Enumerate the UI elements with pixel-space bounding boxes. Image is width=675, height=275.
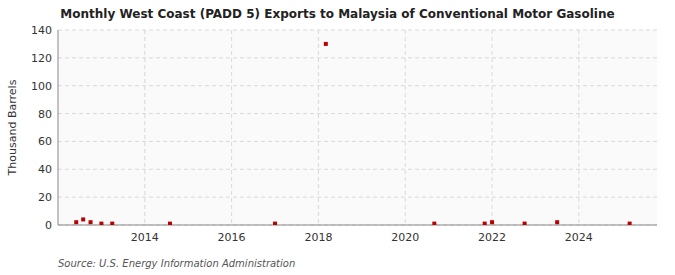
data-point	[74, 220, 78, 224]
x-tick-label: 2018	[304, 231, 332, 244]
y-grid-line	[58, 169, 657, 170]
y-grid-line	[58, 57, 657, 58]
data-point	[110, 222, 114, 225]
y-grid-line	[58, 30, 657, 31]
title: Monthly West Coast (PADD 5) Exports to M…	[60, 7, 614, 21]
x-grid-line	[231, 30, 232, 225]
y-axis-label: Thousand Barrels	[6, 79, 19, 176]
data-point	[168, 222, 172, 225]
x-tick-label: 2014	[131, 231, 159, 244]
y-tick-label: 40	[38, 163, 52, 176]
x-axis-line	[58, 225, 657, 226]
data-point	[81, 217, 85, 221]
points	[74, 42, 631, 225]
x-grid-line	[144, 30, 145, 225]
chart: 0 20 40 60 80 100 120 140 2014 2016 2018 2020 2022 20…	[0, 0, 675, 275]
data-point	[432, 222, 436, 225]
x-tick-label: 2022	[478, 231, 506, 244]
y-tick-label: 120	[31, 52, 52, 65]
x-tick-label: 2020	[391, 231, 419, 244]
data-point	[99, 222, 103, 225]
data-point	[490, 220, 494, 224]
data-point	[483, 222, 487, 225]
data-point	[628, 222, 632, 225]
data-point	[555, 220, 559, 224]
y-tick-label: 60	[38, 135, 52, 148]
x-grid-line	[405, 30, 406, 225]
y-tick-label: 0	[45, 219, 52, 232]
y-grid-line	[58, 197, 657, 198]
source-note: Source: U.S. Energy Information Administ…	[58, 258, 295, 269]
y-tick-label: 80	[38, 108, 52, 121]
x-grid-line	[318, 30, 319, 225]
y-grid-line	[58, 85, 657, 86]
x-tick-label: 2024	[565, 231, 593, 244]
y-tick-label: 140	[31, 24, 52, 37]
y-grid-line	[58, 141, 657, 142]
x-grid-line	[578, 30, 579, 225]
y-tick-label: 100	[31, 80, 52, 93]
y-grid-line	[58, 225, 657, 226]
data-point	[324, 42, 328, 46]
x-tick-label: 2016	[218, 231, 246, 244]
y-tick-label: 20	[38, 191, 52, 204]
y-grid-line	[58, 113, 657, 114]
x-grid-line	[492, 30, 493, 225]
data-point	[273, 222, 277, 225]
grid	[58, 30, 657, 225]
data-point	[89, 220, 93, 224]
data-point	[523, 222, 527, 225]
plot-area	[58, 30, 657, 225]
y-axis-line	[58, 30, 59, 225]
